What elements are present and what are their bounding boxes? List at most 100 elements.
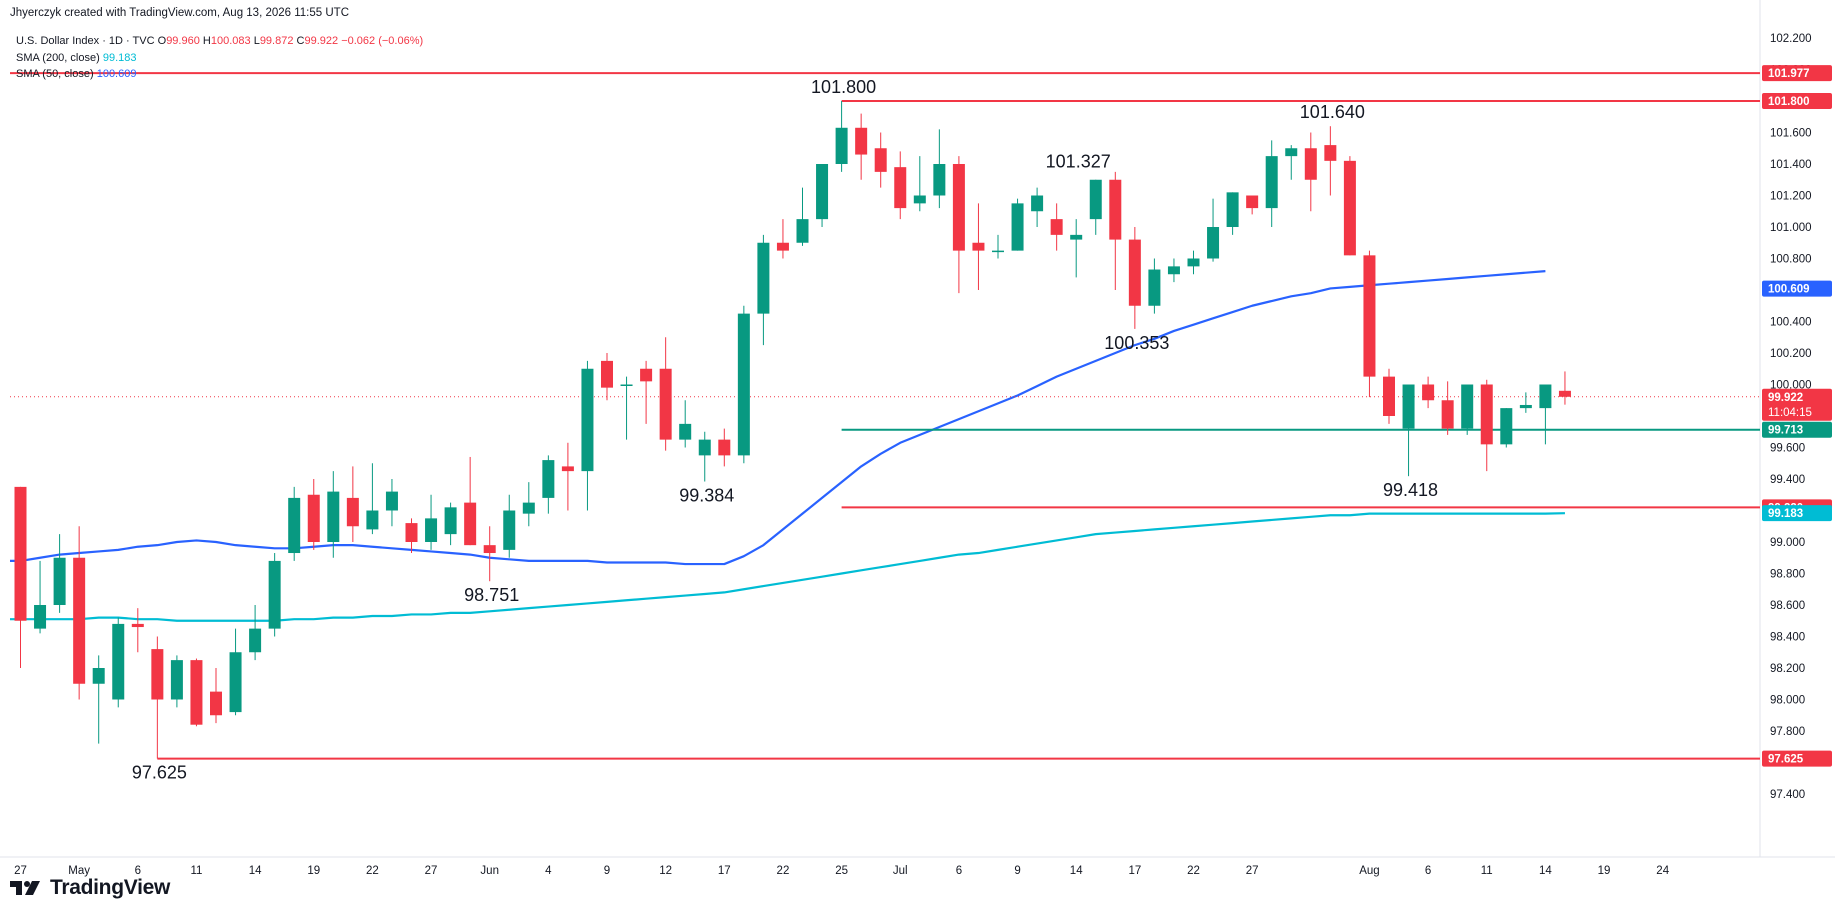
x-tick-label: 14 — [249, 865, 262, 877]
candle-body — [640, 368, 653, 382]
low-value: 99.872 — [259, 35, 294, 47]
x-tick-label: 17 — [1128, 865, 1141, 877]
sma200-line — [10, 512, 1565, 622]
sma50-label: SMA (50, close) — [16, 68, 94, 80]
x-tick-label: 14 — [1539, 865, 1552, 877]
candle-body — [1285, 148, 1298, 157]
candle-body — [894, 167, 907, 209]
y-tick-label: 101.600 — [1770, 128, 1812, 140]
candle-body — [972, 242, 985, 251]
y-tick-label: 100.000 — [1770, 380, 1812, 392]
candle-body — [561, 466, 574, 472]
candle-body — [1089, 179, 1102, 220]
y-tick-label: 101.000 — [1770, 222, 1812, 234]
low-label: L — [253, 35, 260, 47]
candle-body — [1363, 255, 1376, 377]
candle-body — [1343, 160, 1356, 256]
y-tick-label: 98.600 — [1770, 600, 1805, 612]
candle-body — [405, 523, 418, 542]
candle-body — [1128, 239, 1141, 306]
level-tag: 99.713 — [1768, 425, 1803, 437]
x-tick-label: Jul — [893, 865, 908, 877]
y-tick-label: 97.800 — [1770, 726, 1805, 738]
symbol-legend: U.S. Dollar Index · 1D · TVC O99.960 H10… — [16, 35, 423, 47]
candle-body — [581, 368, 594, 472]
sma-tag: 100.609 — [1768, 284, 1810, 296]
last-price-tag: 99.922 — [1768, 392, 1803, 404]
candle-body — [796, 219, 809, 243]
x-tick-label: Aug — [1359, 865, 1379, 877]
candle-body — [444, 507, 457, 535]
candle-body — [737, 313, 750, 456]
y-tick-label: 101.200 — [1770, 191, 1812, 203]
candle-body — [53, 557, 66, 605]
sma200-value: 99.183 — [102, 52, 137, 64]
x-tick-label: 6 — [135, 865, 141, 877]
price-annotation: 101.327 — [1046, 151, 1111, 171]
candle-body — [1031, 195, 1044, 212]
x-tick-label: 19 — [1598, 865, 1611, 877]
close-label: C — [296, 35, 305, 47]
x-tick-label: 6 — [1425, 865, 1431, 877]
y-tick-label: 101.400 — [1770, 159, 1812, 171]
candle-body — [1011, 203, 1024, 251]
candle-body — [952, 164, 965, 251]
x-tick-label: 11 — [190, 865, 202, 877]
candle-body — [92, 668, 105, 684]
high-label: H — [202, 35, 211, 47]
candle-body — [385, 491, 398, 511]
candle-body — [1402, 384, 1415, 429]
candle-body — [1187, 258, 1200, 267]
open-label: O — [157, 35, 167, 47]
y-tick-label: 98.000 — [1770, 695, 1805, 707]
price-annotation: 100.353 — [1104, 333, 1169, 353]
chart-credit: Jhyerczyk created with TradingView.com, … — [10, 7, 350, 19]
sma50-legend[interactable]: SMA (50, close) 100.609 — [16, 68, 136, 80]
price-annotation: 99.418 — [1383, 480, 1438, 500]
candle-body — [1070, 234, 1083, 240]
sma-tag-bg — [1762, 505, 1832, 522]
x-tick-label: 27 — [1246, 865, 1259, 877]
candle-body — [620, 384, 633, 386]
candle-body — [34, 605, 47, 629]
x-tick-label: 19 — [307, 865, 320, 877]
x-tick-label: 22 — [1187, 865, 1200, 877]
x-tick-label: 11 — [1481, 865, 1493, 877]
sma-tag-bg — [1762, 280, 1832, 297]
x-tick-label: 22 — [366, 865, 379, 877]
level-tag-bg — [1762, 65, 1832, 82]
candle-body — [1109, 179, 1122, 240]
candle-body — [151, 649, 164, 700]
y-tick-label: 99.600 — [1770, 443, 1805, 455]
candle-body — [835, 127, 848, 164]
candle-body — [698, 439, 711, 456]
candle-body — [1480, 384, 1493, 445]
y-tick-label: 98.400 — [1770, 632, 1805, 644]
level-tag-bg — [1762, 93, 1832, 109]
y-tick-label: 99.000 — [1770, 537, 1805, 549]
candle-body — [1167, 266, 1180, 275]
x-tick-label: 9 — [604, 865, 610, 877]
candle-body — [522, 502, 535, 514]
sma200-legend[interactable]: SMA (200, close) 99.183 — [16, 52, 136, 64]
high-value: 100.083 — [210, 35, 251, 47]
y-tick-label: 98.800 — [1770, 569, 1805, 581]
candle-body — [601, 360, 613, 388]
y-tick-label: 102.200 — [1770, 33, 1812, 45]
candle-body — [73, 557, 86, 684]
x-tick-label: 12 — [659, 865, 672, 877]
y-tick-label: 97.400 — [1770, 789, 1805, 801]
candle-body — [288, 497, 301, 554]
sma50-line — [10, 270, 1546, 566]
sma200-label: SMA (200, close) — [16, 52, 100, 64]
x-tick-label: May — [68, 865, 90, 877]
y-tick-label: 98.200 — [1770, 663, 1805, 675]
tradingview-brand[interactable]: TradingView — [10, 876, 170, 900]
candle-body — [542, 460, 555, 498]
tradingview-logo-icon — [10, 881, 40, 895]
price-annotation: 101.800 — [811, 77, 876, 97]
x-tick-label: 9 — [1014, 865, 1020, 877]
candle-body — [1441, 400, 1454, 429]
